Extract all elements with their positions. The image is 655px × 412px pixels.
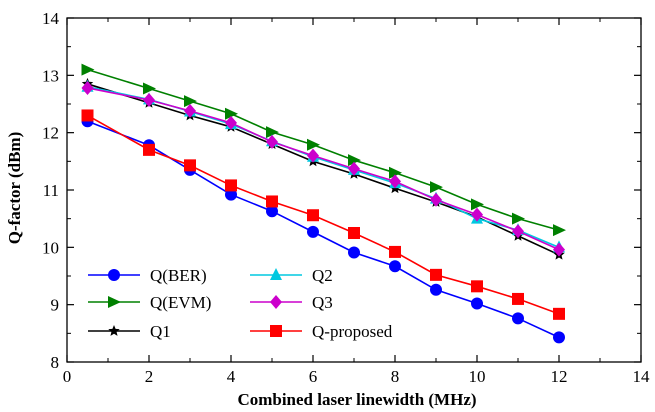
data-point-q-proposed: [553, 307, 565, 320]
legend: Q(BER) Q(EVM) Q1 Q2 Q3 Q-proposed: [88, 266, 393, 341]
series-line-q2: [87, 86, 560, 249]
data-point-q-ber: [471, 297, 483, 310]
x-tick-label: 14: [633, 367, 651, 386]
data-point-q-evm: [471, 198, 484, 211]
data-point-q-evm: [389, 166, 402, 179]
data-point-q3: [225, 115, 237, 130]
data-point-q-proposed: [266, 195, 278, 208]
legend-item: Q-proposed: [250, 322, 393, 341]
data-point-q3: [389, 174, 401, 189]
legend-label: Q(BER): [150, 266, 207, 285]
data-point-q-proposed: [348, 227, 360, 239]
data-point-q-evm: [512, 212, 525, 225]
y-axis-title: Q-factor (dBm): [5, 132, 24, 245]
x-tick-label: 8: [391, 367, 400, 386]
legend-marker: [270, 325, 282, 337]
series-line-q-evm: [87, 68, 560, 231]
series-q-proposed: [81, 109, 565, 320]
data-point-q-evm: [143, 82, 156, 95]
data-point-q3: [266, 134, 278, 149]
y-tick-label: 14: [42, 9, 60, 28]
series-line-q3: [87, 87, 560, 251]
data-point-q3: [512, 224, 524, 239]
x-tick-label: 6: [309, 367, 318, 386]
data-point-q-proposed: [471, 280, 483, 293]
data-point-q3: [553, 242, 565, 257]
data-point-q-evm: [348, 154, 361, 167]
data-point-q-ber: [389, 260, 401, 273]
series-line-q-ber: [87, 120, 560, 339]
legend-marker: [270, 268, 282, 280]
data-point-q-proposed: [81, 109, 94, 122]
x-tick-label: 4: [227, 367, 236, 386]
x-tick-label: 0: [63, 367, 72, 386]
legend-marker: [108, 269, 120, 281]
data-point-q-evm: [225, 107, 238, 120]
data-point-q-ber: [348, 246, 360, 259]
series-q3: [81, 80, 565, 257]
legend-marker: [108, 325, 120, 336]
y-tick-label: 9: [51, 296, 60, 315]
series-q1: [81, 77, 565, 260]
series-q-evm: [81, 63, 566, 237]
data-point-q-proposed: [512, 292, 524, 305]
data-point-q-evm: [81, 63, 95, 76]
data-point-q-ber: [430, 283, 442, 296]
legend-label: Q2: [312, 266, 333, 285]
data-point-q-ber: [266, 205, 278, 218]
y-tick-label: 12: [42, 124, 59, 143]
data-point-q-proposed: [389, 245, 401, 258]
y-tick-label: 11: [43, 181, 59, 200]
y-tick-label: 8: [51, 353, 60, 372]
data-point-q-ber: [553, 331, 565, 344]
data-point-q-evm: [266, 126, 279, 139]
x-tick-label: 2: [145, 367, 154, 386]
y-tick-label: 10: [42, 238, 59, 257]
data-point-q3: [307, 148, 319, 163]
legend-item: Q(BER): [88, 266, 207, 285]
data-point-q-proposed: [307, 209, 319, 222]
plot-area: 0 2 4 6 8 10 12 14891011121314Q(BER)Q(EVM)Q1Q2Q…: [42, 9, 650, 386]
data-point-q3: [184, 103, 196, 118]
legend-marker: [270, 295, 282, 309]
legend-marker: [108, 296, 121, 308]
data-point-q-evm: [553, 224, 566, 237]
y-tick-label: 13: [42, 66, 59, 85]
data-point-q-ber: [225, 188, 237, 201]
data-point-q-proposed: [143, 143, 155, 156]
data-point-q3: [348, 161, 360, 176]
data-point-q-ber: [307, 225, 319, 238]
series-line-q-proposed: [87, 114, 560, 315]
legend-item: Q3: [250, 293, 333, 312]
series-line-q1: [87, 83, 560, 256]
legend-item: Q(EVM): [88, 293, 211, 312]
legend-item: Q2: [250, 266, 333, 285]
x-tick-label: 10: [469, 367, 486, 386]
legend-item: Q1: [88, 322, 171, 341]
data-point-q3: [143, 92, 155, 107]
data-point-q3: [471, 207, 483, 222]
data-point-q3: [430, 192, 442, 207]
data-point-q-proposed: [430, 268, 442, 281]
legend-label: Q-proposed: [312, 322, 393, 341]
x-axis-title: Combined laser linewidth (MHz): [237, 390, 476, 409]
data-point-q-ber: [512, 312, 524, 325]
legend-label: Q3: [312, 293, 333, 312]
data-point-q-proposed: [184, 159, 196, 172]
x-tick-label: 12: [551, 367, 568, 386]
legend-label: Q1: [150, 322, 171, 341]
data-point-q-evm: [307, 138, 320, 151]
data-point-q-proposed: [225, 179, 237, 192]
data-point-q3: [81, 80, 94, 95]
series-q2: [81, 79, 565, 253]
legend-label: Q(EVM): [150, 293, 211, 312]
data-point-q-evm: [430, 181, 443, 194]
data-point-q-evm: [184, 95, 197, 108]
